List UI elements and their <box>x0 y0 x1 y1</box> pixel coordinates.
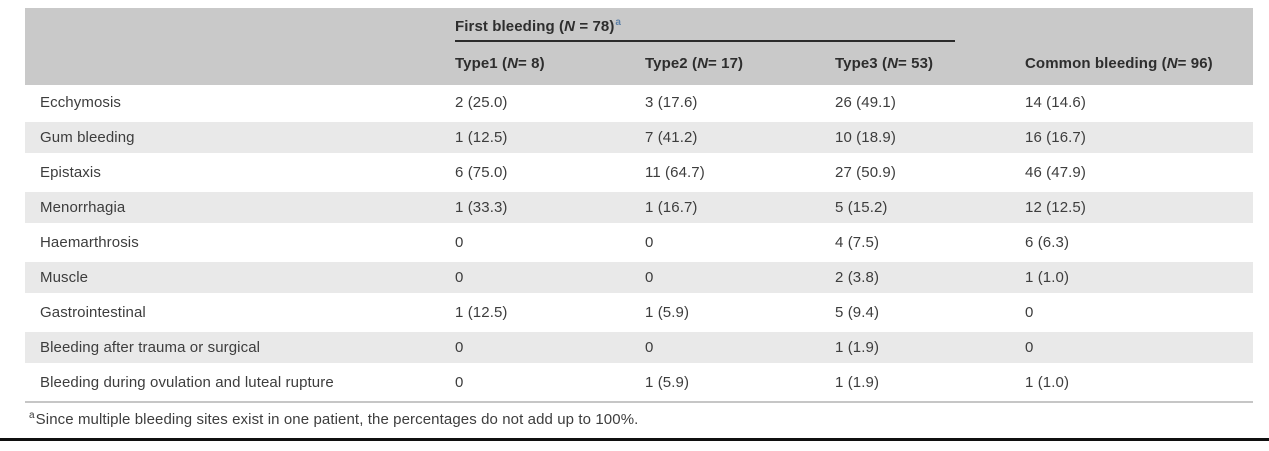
cell-value: 1 (5.9) <box>645 304 690 321</box>
cell-value: 11 (64.7) <box>645 164 705 181</box>
row-label: Bleeding during ovulation and luteal rup… <box>40 374 334 391</box>
cell-value: 1 (16.7) <box>645 199 698 216</box>
cell-value: 0 <box>455 269 464 286</box>
cell-value: 46 (47.9) <box>1025 164 1086 181</box>
row-label: Gum bleeding <box>40 129 135 146</box>
header-empty-cell <box>25 8 440 42</box>
cell-value: 2 (3.8) <box>835 269 880 286</box>
table-footnote: aSince multiple bleeding sites exist in … <box>29 410 639 429</box>
cell-value: 1 (1.9) <box>835 339 880 356</box>
cell-value: 0 <box>645 269 654 286</box>
group-header-first-bleeding: First bleeding (N = 78)a <box>440 8 1010 42</box>
header-empty-cell <box>25 42 440 85</box>
cell-value: 27 (50.9) <box>835 164 896 181</box>
cell-value: 1 (12.5) <box>455 129 508 146</box>
column-header-type1: Type1 (N = 8) <box>455 55 545 72</box>
cell-value: 10 (18.9) <box>835 129 896 146</box>
footnote-divider <box>25 401 1253 403</box>
cell-value: 12 (12.5) <box>1025 199 1086 216</box>
table-header: First bleeding (N = 78)a Type1 (N = 8) T… <box>25 8 1253 85</box>
column-header-type2: Type2 (N = 17) <box>645 55 744 72</box>
row-label: Muscle <box>40 269 89 286</box>
bleeding-sites-table: First bleeding (N = 78)a Type1 (N = 8) T… <box>25 8 1253 400</box>
cell-value: 0 <box>645 234 654 251</box>
cell-value: 26 (49.1) <box>835 94 896 111</box>
cell-value: 7 (41.2) <box>645 129 698 146</box>
group-header-label: First bleeding (N = 78)a <box>455 17 622 36</box>
cell-value: 4 (7.5) <box>835 234 880 251</box>
cell-value: 1 (1.0) <box>1025 269 1070 286</box>
table-row: Bleeding during ovulation and luteal rup… <box>25 365 1253 400</box>
table-row: Ecchymosis 2 (25.0) 3 (17.6) 26 (49.1) 1… <box>25 85 1253 120</box>
cell-value: 6 (75.0) <box>455 164 508 181</box>
row-label: Gastrointestinal <box>40 304 146 321</box>
table-row: Muscle 0 0 2 (3.8) 1 (1.0) <box>25 260 1253 295</box>
footnote-marker-link: a <box>615 17 622 28</box>
footnote-marker: a <box>29 410 35 421</box>
page-bottom-rule <box>0 438 1269 441</box>
cell-value: 6 (6.3) <box>1025 234 1070 251</box>
table-body: Ecchymosis 2 (25.0) 3 (17.6) 26 (49.1) 1… <box>25 85 1253 400</box>
cell-value: 5 (9.4) <box>835 304 880 321</box>
row-label: Epistaxis <box>40 164 101 181</box>
cell-value: 1 (1.9) <box>835 374 880 391</box>
cell-value: 0 <box>455 374 464 391</box>
group-header-rule <box>455 40 955 42</box>
cell-value: 1 (1.0) <box>1025 374 1070 391</box>
row-label: Menorrhagia <box>40 199 126 216</box>
cell-value: 16 (16.7) <box>1025 129 1086 146</box>
cell-value: 14 (14.6) <box>1025 94 1086 111</box>
table-row: Bleeding after trauma or surgical 0 0 1 … <box>25 330 1253 365</box>
cell-value: 1 (5.9) <box>645 374 690 391</box>
footnote-text: Since multiple bleeding sites exist in o… <box>35 411 639 428</box>
row-label: Ecchymosis <box>40 94 122 111</box>
table-row: Haemarthrosis 0 0 4 (7.5) 6 (6.3) <box>25 225 1253 260</box>
table-row: Gastrointestinal 1 (12.5) 1 (5.9) 5 (9.4… <box>25 295 1253 330</box>
cell-value: 0 <box>455 339 464 356</box>
table-row: Epistaxis 6 (75.0) 11 (64.7) 27 (50.9) 4… <box>25 155 1253 190</box>
cell-value: 0 <box>1025 339 1034 356</box>
column-header-type3: Type3 (N = 53) <box>835 55 934 72</box>
table-row: Gum bleeding 1 (12.5) 7 (41.2) 10 (18.9)… <box>25 120 1253 155</box>
cell-value: 2 (25.0) <box>455 94 508 111</box>
cell-value: 0 <box>1025 304 1034 321</box>
cell-value: 0 <box>645 339 654 356</box>
cell-value: 1 (12.5) <box>455 304 508 321</box>
cell-value: 1 (33.3) <box>455 199 508 216</box>
table-row: Menorrhagia 1 (33.3) 1 (16.7) 5 (15.2) 1… <box>25 190 1253 225</box>
cell-value: 5 (15.2) <box>835 199 888 216</box>
column-header-common-bleeding: Common bleeding (N = 96) <box>1025 55 1213 72</box>
cell-value: 0 <box>455 234 464 251</box>
row-label: Bleeding after trauma or surgical <box>40 339 261 356</box>
cell-value: 3 (17.6) <box>645 94 698 111</box>
row-label: Haemarthrosis <box>40 234 139 251</box>
